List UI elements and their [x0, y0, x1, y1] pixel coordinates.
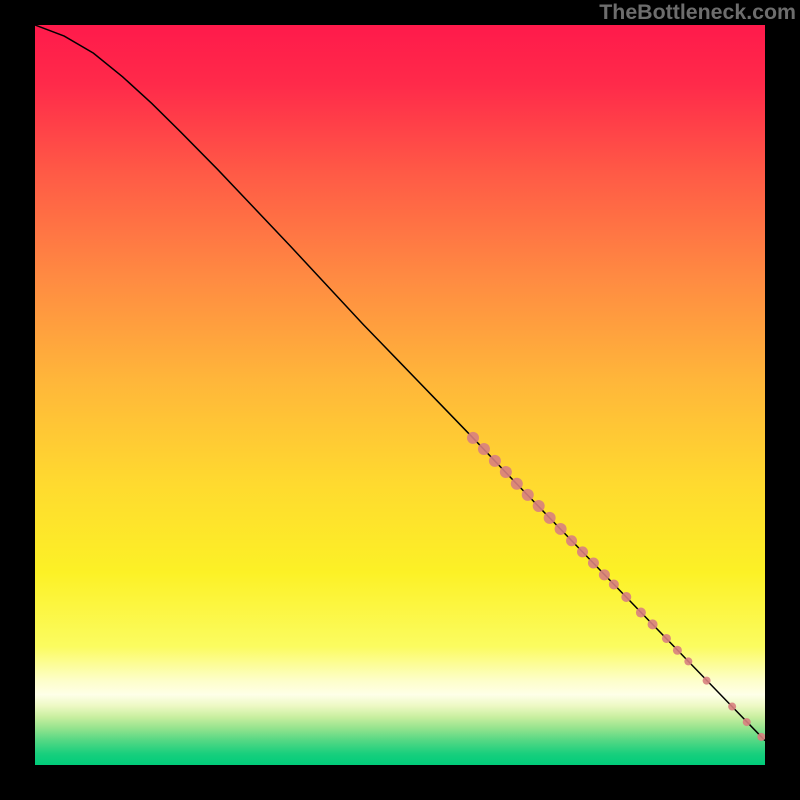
data-point: [588, 557, 599, 568]
data-point: [577, 546, 588, 557]
data-point: [478, 443, 490, 455]
data-point: [757, 733, 765, 741]
data-point: [566, 535, 577, 546]
gradient-background: [35, 25, 765, 765]
data-point: [684, 657, 692, 665]
data-point: [703, 677, 711, 685]
data-point: [511, 478, 523, 490]
data-point: [728, 703, 736, 711]
data-point: [609, 579, 619, 589]
data-point: [533, 500, 545, 512]
plot-area: [35, 25, 765, 765]
data-point: [522, 489, 534, 501]
data-point: [489, 455, 501, 467]
data-point: [662, 634, 671, 643]
plot-svg: [35, 25, 765, 765]
data-point: [467, 432, 479, 444]
data-point: [636, 608, 646, 618]
data-point: [500, 466, 512, 478]
data-point: [599, 569, 610, 580]
data-point: [743, 718, 751, 726]
data-point: [555, 523, 567, 535]
data-point: [673, 646, 682, 655]
data-point: [648, 619, 658, 629]
watermark-label: TheBottleneck.com: [599, 0, 796, 25]
chart-frame: TheBottleneck.com: [0, 0, 800, 800]
data-point: [621, 592, 631, 602]
data-point: [544, 512, 556, 524]
